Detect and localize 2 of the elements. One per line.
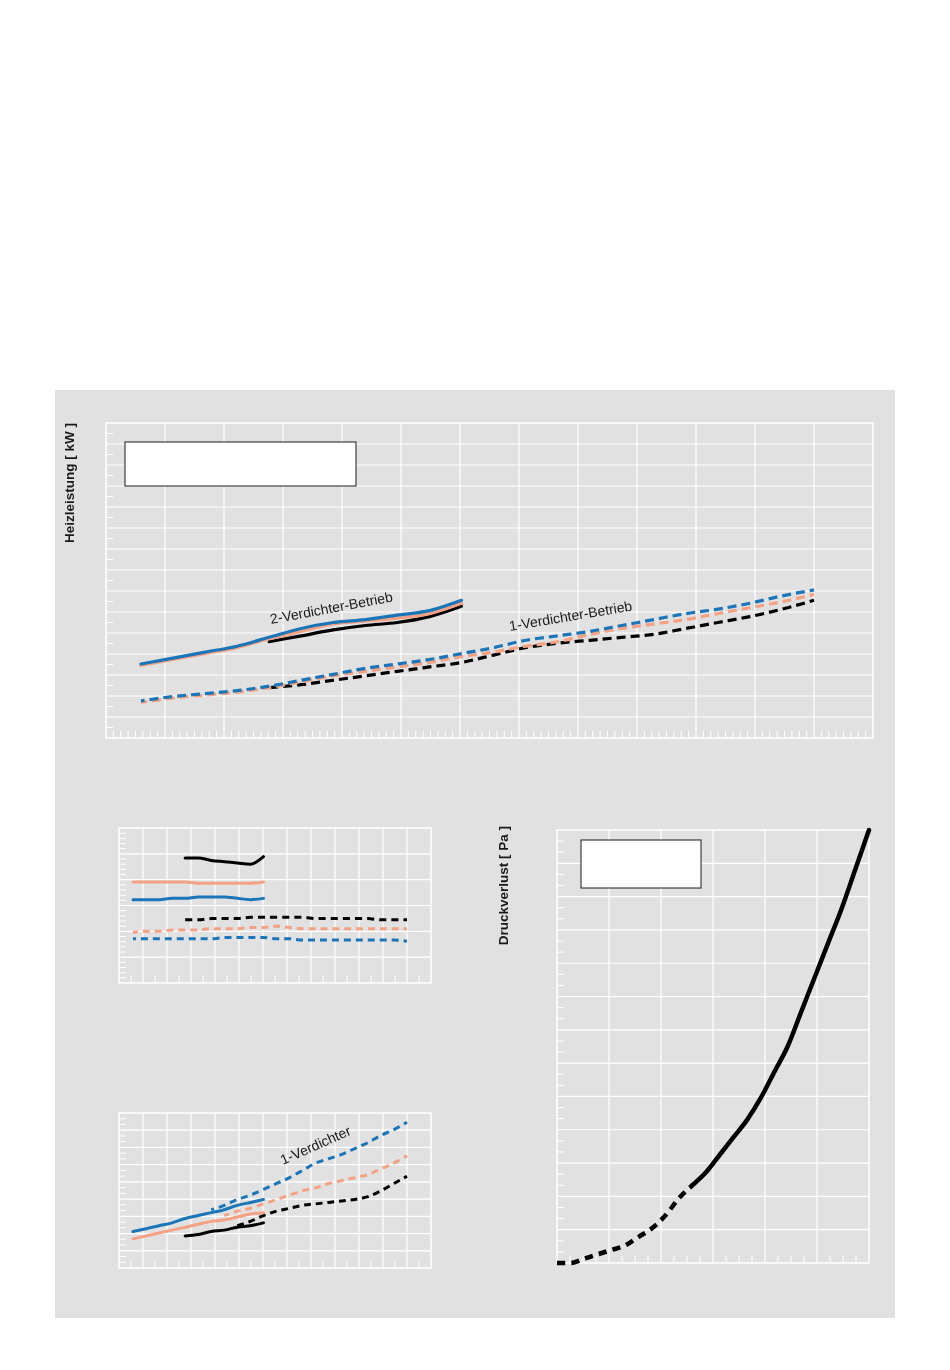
y-axis-title: Druckverlust [ Pa ]	[496, 826, 511, 946]
y-axis-title: Heizleistung [ kW ]	[62, 423, 77, 544]
